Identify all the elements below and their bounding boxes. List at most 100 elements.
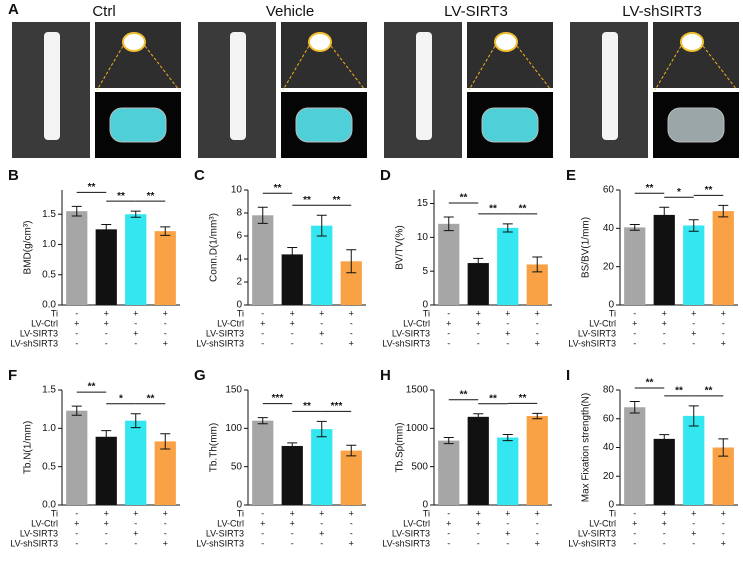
bar bbox=[497, 227, 519, 305]
significance-label: * bbox=[119, 393, 123, 404]
condition-mark: - bbox=[164, 328, 167, 338]
condition-mark: - bbox=[105, 328, 108, 338]
y-tick-label: 8 bbox=[236, 208, 242, 219]
bar bbox=[252, 420, 274, 505]
implant bbox=[602, 32, 618, 140]
bar bbox=[125, 214, 147, 305]
condition-mark: + bbox=[163, 338, 168, 348]
condition-mark: - bbox=[261, 538, 264, 548]
panel-label: C bbox=[194, 167, 205, 184]
condition-mark: + bbox=[74, 518, 79, 528]
condition-mark: - bbox=[75, 328, 78, 338]
condition-mark: + bbox=[290, 318, 295, 328]
y-tick-label: 0 bbox=[422, 300, 428, 311]
condition-mark: - bbox=[75, 338, 78, 348]
bar bbox=[526, 416, 548, 505]
panel-label: B bbox=[8, 167, 19, 184]
error-bar bbox=[316, 420, 327, 438]
condition-name: Ti bbox=[51, 508, 58, 518]
condition-mark: - bbox=[75, 538, 78, 548]
condition-mark: + bbox=[662, 308, 667, 318]
implant-section bbox=[122, 32, 146, 52]
y-tick-label: 40 bbox=[603, 223, 615, 234]
bar bbox=[497, 437, 519, 505]
condition-mark: + bbox=[133, 308, 138, 318]
condition-mark: - bbox=[692, 538, 695, 548]
section-image bbox=[281, 22, 367, 88]
condition-name: LV-SIRT3 bbox=[20, 328, 58, 338]
y-tick-label: 1500 bbox=[406, 385, 429, 396]
condition-mark: - bbox=[261, 528, 264, 538]
y-tick-label: 2 bbox=[236, 277, 242, 288]
error-bar bbox=[473, 413, 484, 421]
error-bar bbox=[532, 256, 543, 273]
condition-mark: - bbox=[320, 518, 323, 528]
condition-mark: - bbox=[164, 518, 167, 528]
condition-mark: - bbox=[75, 528, 78, 538]
condition-name: LV-Ctrl bbox=[31, 518, 58, 528]
condition-mark: - bbox=[320, 538, 323, 548]
y-axis-label: Tb.N(1/mm) bbox=[23, 421, 34, 474]
condition-name: LV-SIRT3 bbox=[578, 528, 616, 538]
condition-mark: - bbox=[633, 508, 636, 518]
y-tick-label: 10 bbox=[417, 232, 429, 243]
condition-mark: + bbox=[721, 508, 726, 518]
y-tick-label: 60 bbox=[603, 413, 615, 424]
panel-label: E bbox=[566, 167, 576, 184]
y-tick-label: 1.5 bbox=[42, 209, 56, 220]
implant-section bbox=[308, 32, 332, 52]
significance-label: *** bbox=[272, 393, 284, 404]
condition-mark: - bbox=[75, 308, 78, 318]
bar bbox=[340, 450, 362, 505]
significance-label: ** bbox=[88, 382, 96, 393]
significance-label: ** bbox=[147, 393, 155, 404]
condition-mark: + bbox=[133, 508, 138, 518]
condition-mark: - bbox=[633, 338, 636, 348]
panel-label: A bbox=[8, 1, 19, 18]
condition-mark: + bbox=[74, 318, 79, 328]
panel-label: G bbox=[194, 367, 206, 384]
group-label: Vehicle bbox=[266, 3, 314, 20]
error-bar bbox=[130, 413, 141, 429]
error-bar bbox=[71, 205, 82, 217]
condition-mark: - bbox=[663, 538, 666, 548]
condition-mark: + bbox=[163, 308, 168, 318]
condition-mark: - bbox=[477, 528, 480, 538]
condition-mark: - bbox=[536, 318, 539, 328]
condition-mark: - bbox=[75, 508, 78, 518]
error-bar bbox=[443, 437, 454, 445]
section-image bbox=[467, 22, 553, 88]
condition-name: LV-shSIRT3 bbox=[196, 338, 244, 348]
y-tick-label: 1.0 bbox=[42, 423, 56, 434]
condition-mark: - bbox=[105, 538, 108, 548]
error-bar bbox=[659, 206, 670, 224]
error-bar bbox=[629, 401, 640, 414]
condition-mark: - bbox=[447, 328, 450, 338]
bar bbox=[624, 227, 646, 305]
error-bar bbox=[659, 434, 670, 444]
cylinder bbox=[295, 107, 353, 143]
condition-name: LV-SIRT3 bbox=[206, 328, 244, 338]
condition-mark: + bbox=[505, 528, 510, 538]
significance-label: ** bbox=[147, 191, 155, 202]
condition-mark: - bbox=[291, 328, 294, 338]
condition-name: LV-Ctrl bbox=[589, 318, 616, 328]
condition-name: LV-SIRT3 bbox=[392, 328, 430, 338]
condition-mark: - bbox=[536, 518, 539, 528]
condition-mark: + bbox=[260, 518, 265, 528]
condition-mark: + bbox=[319, 508, 324, 518]
y-tick-label: 0.0 bbox=[42, 500, 56, 511]
y-axis-label: Conn.D(1/mm³) bbox=[209, 213, 220, 282]
condition-mark: + bbox=[632, 518, 637, 528]
error-bar bbox=[346, 249, 357, 274]
panel-label: H bbox=[380, 367, 391, 384]
condition-name: LV-shSIRT3 bbox=[196, 538, 244, 548]
significance-label: ** bbox=[460, 389, 468, 400]
significance-label: ** bbox=[489, 393, 497, 404]
bar bbox=[95, 229, 117, 305]
condition-mark: + bbox=[632, 318, 637, 328]
condition-name: LV-shSIRT3 bbox=[10, 338, 58, 348]
condition-mark: + bbox=[260, 318, 265, 328]
implant bbox=[416, 32, 432, 140]
condition-mark: - bbox=[350, 328, 353, 338]
